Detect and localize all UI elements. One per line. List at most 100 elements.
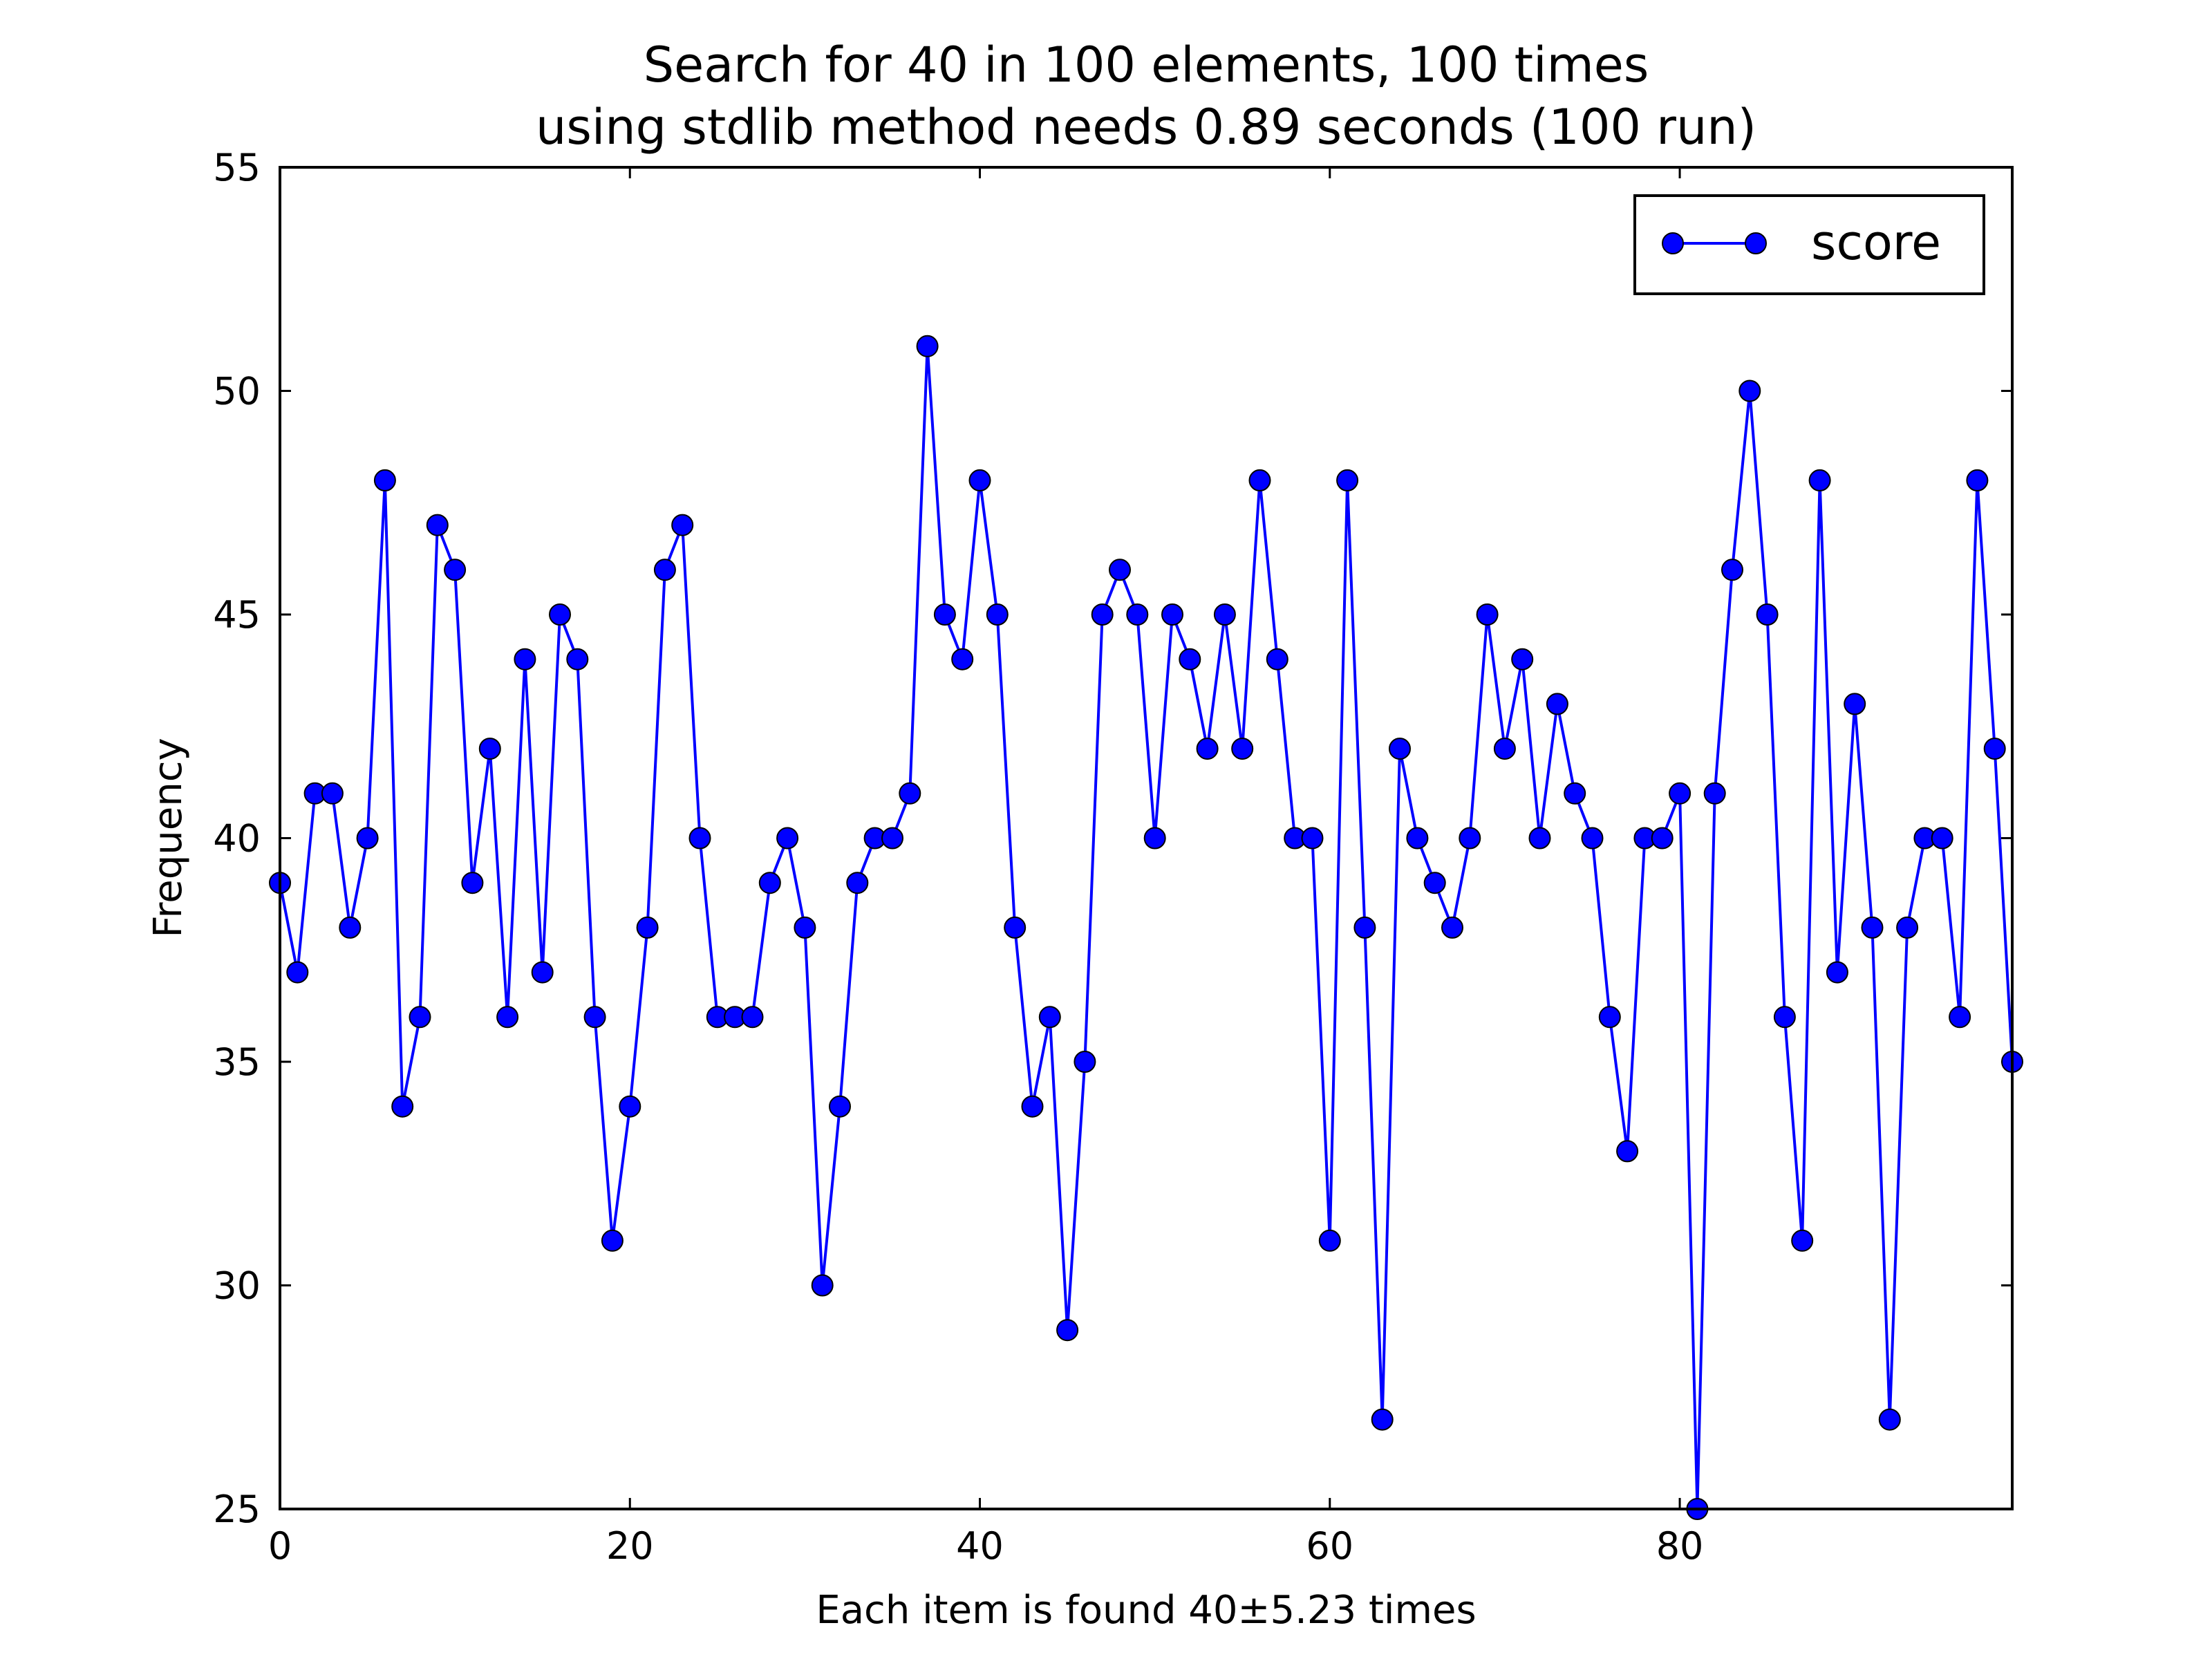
data-point: [1791, 1229, 1814, 1252]
data-point: [1616, 1140, 1639, 1163]
data-point: [1336, 469, 1359, 491]
y-tick-label: 25: [213, 1488, 261, 1531]
data-point: [356, 827, 379, 850]
x-tick-label: 40: [956, 1524, 1004, 1568]
data-point: [688, 827, 711, 850]
data-point: [601, 1229, 624, 1252]
data-point: [1441, 916, 1463, 939]
data-point: [1266, 648, 1288, 671]
y-tick-labels: 25 30 35 40 45 50 55: [213, 146, 261, 1531]
data-point: [373, 469, 396, 491]
data-point: [1808, 469, 1831, 491]
data-point: [1109, 559, 1131, 581]
data-point: [286, 961, 309, 984]
y-tick-label: 55: [213, 146, 261, 189]
data-point: [933, 603, 956, 626]
y-tick-label: 35: [213, 1040, 261, 1084]
data-point: [1511, 648, 1534, 671]
data-point: [1878, 1408, 1901, 1431]
data-point: [1459, 827, 1481, 850]
data-point: [1983, 738, 2006, 760]
data-point: [1056, 1319, 1079, 1342]
data-point: [1721, 559, 1743, 581]
series-line-score: [279, 346, 2014, 1510]
chart-subtitle: using stdlib method needs 0.89 seconds (…: [536, 99, 1756, 156]
data-point: [1844, 693, 1866, 715]
data-point: [391, 1095, 414, 1118]
x-tick-label: 60: [1306, 1524, 1353, 1568]
data-point: [409, 1006, 431, 1029]
data-point: [1213, 603, 1236, 626]
data-point: [1528, 827, 1551, 850]
legend-label-score: score: [1811, 214, 1941, 271]
data-point: [1581, 827, 1604, 850]
data-point: [1493, 738, 1516, 760]
data-point: [811, 1274, 834, 1297]
data-point: [1004, 916, 1027, 939]
data-point: [1826, 961, 1848, 984]
data-point: [426, 514, 449, 536]
data-point: [899, 782, 921, 805]
data-point: [566, 648, 589, 671]
data-point: [1703, 782, 1726, 805]
x-tick-label: 20: [606, 1524, 654, 1568]
data-point: [1949, 1006, 1971, 1029]
data-point: [1896, 916, 1919, 939]
data-point: [1126, 603, 1149, 626]
data-point: [1966, 469, 1989, 491]
data-point: [619, 1095, 641, 1118]
data-point: [671, 514, 694, 536]
data-point: [321, 782, 344, 805]
x-tick-labels: 0 20 40 60 80: [268, 1524, 1704, 1568]
data-point: [1371, 1408, 1394, 1431]
data-point: [461, 872, 484, 894]
legend-marker: [1745, 232, 1767, 254]
x-axis-label: Each item is found 40±5.23 times: [816, 1588, 1476, 1633]
data-point: [1773, 1006, 1796, 1029]
data-point: [1669, 782, 1691, 805]
data-point: [1931, 827, 1953, 850]
legend: score: [1633, 194, 1985, 295]
data-point: [916, 335, 939, 357]
x-tick-label: 0: [268, 1524, 292, 1568]
y-axis-label: Frequency: [146, 738, 191, 937]
data-point: [881, 827, 903, 850]
data-point: [549, 603, 571, 626]
data-point: [531, 961, 554, 984]
data-point: [1179, 648, 1201, 671]
data-point: [1353, 916, 1376, 939]
data-point: [1651, 827, 1674, 850]
data-point: [829, 1095, 851, 1118]
data-point: [1861, 916, 1884, 939]
data-point: [1598, 1006, 1621, 1029]
data-point: [478, 738, 501, 760]
legend-marker: [1662, 232, 1684, 254]
data-point: [794, 916, 816, 939]
data-point: [1143, 827, 1166, 850]
series-markers-score: [269, 335, 2023, 1520]
data-point: [583, 1006, 606, 1029]
data-point: [444, 559, 467, 581]
data-point: [1564, 782, 1586, 805]
data-point: [514, 648, 536, 671]
data-point: [846, 872, 869, 894]
y-tick-label: 40: [213, 817, 261, 861]
data-point: [1021, 1095, 1044, 1118]
data-point: [1196, 738, 1219, 760]
data-point: [1406, 827, 1429, 850]
data-point: [496, 1006, 519, 1029]
data-point: [1231, 738, 1254, 760]
data-point: [339, 916, 362, 939]
x-tick-label: 80: [1656, 1524, 1704, 1568]
chart-title: Search for 40 in 100 elements, 100 times: [644, 37, 1649, 93]
data-point: [1318, 1229, 1341, 1252]
data-point: [1738, 379, 1761, 402]
data-point: [968, 469, 991, 491]
data-point: [636, 916, 659, 939]
data-point: [951, 648, 974, 671]
data-point: [1389, 738, 1411, 760]
data-point: [1038, 1006, 1061, 1029]
y-tick-label: 30: [213, 1264, 261, 1308]
data-point: [1423, 872, 1446, 894]
